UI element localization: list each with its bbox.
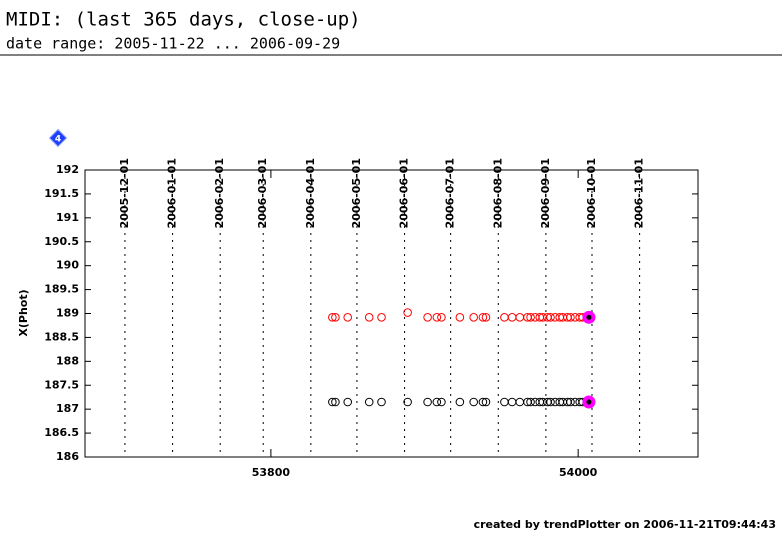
point (500, 313, 509, 322)
y-tick-label: 189 (56, 307, 79, 320)
point (377, 313, 386, 322)
point (423, 313, 432, 322)
y-tick-label: 187 (56, 402, 79, 415)
date-label: 2006-04-01 (304, 158, 317, 228)
date-label: 2006-06-01 (398, 158, 411, 228)
point (432, 397, 442, 407)
highlight-core (586, 314, 592, 320)
point (364, 313, 374, 322)
date-label: 2006-01-01 (166, 158, 179, 228)
point (550, 313, 560, 322)
date-label: 2006-03-01 (256, 158, 269, 228)
date-label: 2006-10-01 (585, 158, 598, 228)
date-label: 2006-07-01 (444, 158, 457, 228)
y-axis-label: X(Phot) (17, 289, 30, 336)
y-tick-label: 188.5 (44, 330, 79, 343)
y-tick-label: 190 (56, 259, 79, 272)
point (526, 313, 535, 322)
footer: created by trendPlotter on 2006-11-21T09… (474, 518, 776, 531)
point (423, 397, 432, 407)
point (481, 397, 491, 407)
date-label: 2006-02-01 (213, 158, 226, 228)
point (515, 313, 525, 322)
highlight-core (586, 399, 592, 405)
point (566, 313, 575, 322)
point (377, 397, 386, 407)
point (432, 313, 442, 322)
point (515, 397, 525, 407)
point (546, 397, 555, 407)
badge: 4 (48, 128, 68, 148)
date-label: 2006-08-01 (491, 158, 504, 228)
y-tick-label: 186.5 (44, 426, 79, 439)
point (530, 397, 540, 407)
point (343, 313, 353, 322)
point (500, 397, 509, 407)
point (364, 397, 374, 407)
point (546, 313, 555, 322)
point (481, 313, 491, 322)
y-tick-label: 192 (56, 163, 79, 176)
point (328, 313, 337, 322)
date-label: 2006-11-01 (633, 158, 646, 228)
x-tick-label: 53800 (252, 466, 291, 479)
point (328, 397, 337, 407)
point (526, 397, 535, 407)
point (507, 313, 517, 322)
point (403, 397, 412, 407)
y-tick-label: 189.5 (44, 283, 79, 296)
point (331, 313, 340, 322)
y-tick-label: 188 (56, 354, 79, 367)
y-tick-label: 186 (56, 450, 79, 463)
point (437, 313, 446, 322)
point (507, 397, 517, 407)
point (331, 397, 340, 407)
y-tick-label: 191 (56, 211, 79, 224)
y-tick-label: 190.5 (44, 235, 79, 248)
point (403, 308, 412, 317)
point (469, 313, 478, 322)
badge-label: 4 (55, 135, 61, 145)
point (570, 313, 580, 322)
point (478, 397, 488, 407)
y-tick-label: 191.5 (44, 187, 79, 200)
point (566, 397, 575, 407)
point (455, 313, 465, 322)
point (343, 397, 353, 407)
date-label: 2005-12-01 (118, 158, 131, 228)
date-label: 2006-05-01 (350, 158, 363, 228)
point (455, 397, 465, 407)
point (437, 397, 446, 407)
y-tick-label: 187.5 (44, 378, 79, 391)
point (550, 397, 560, 407)
point (530, 313, 540, 322)
x-tick-label: 54000 (559, 466, 598, 479)
chart-subtitle: date range: 2005-11-22 ... 2006-09-29 (6, 35, 340, 53)
chart-title: MIDI: (last 365 days, close-up) (6, 9, 361, 31)
point (570, 397, 580, 407)
point (478, 313, 488, 322)
point (469, 397, 478, 407)
date-label: 2006-09-01 (539, 158, 552, 228)
